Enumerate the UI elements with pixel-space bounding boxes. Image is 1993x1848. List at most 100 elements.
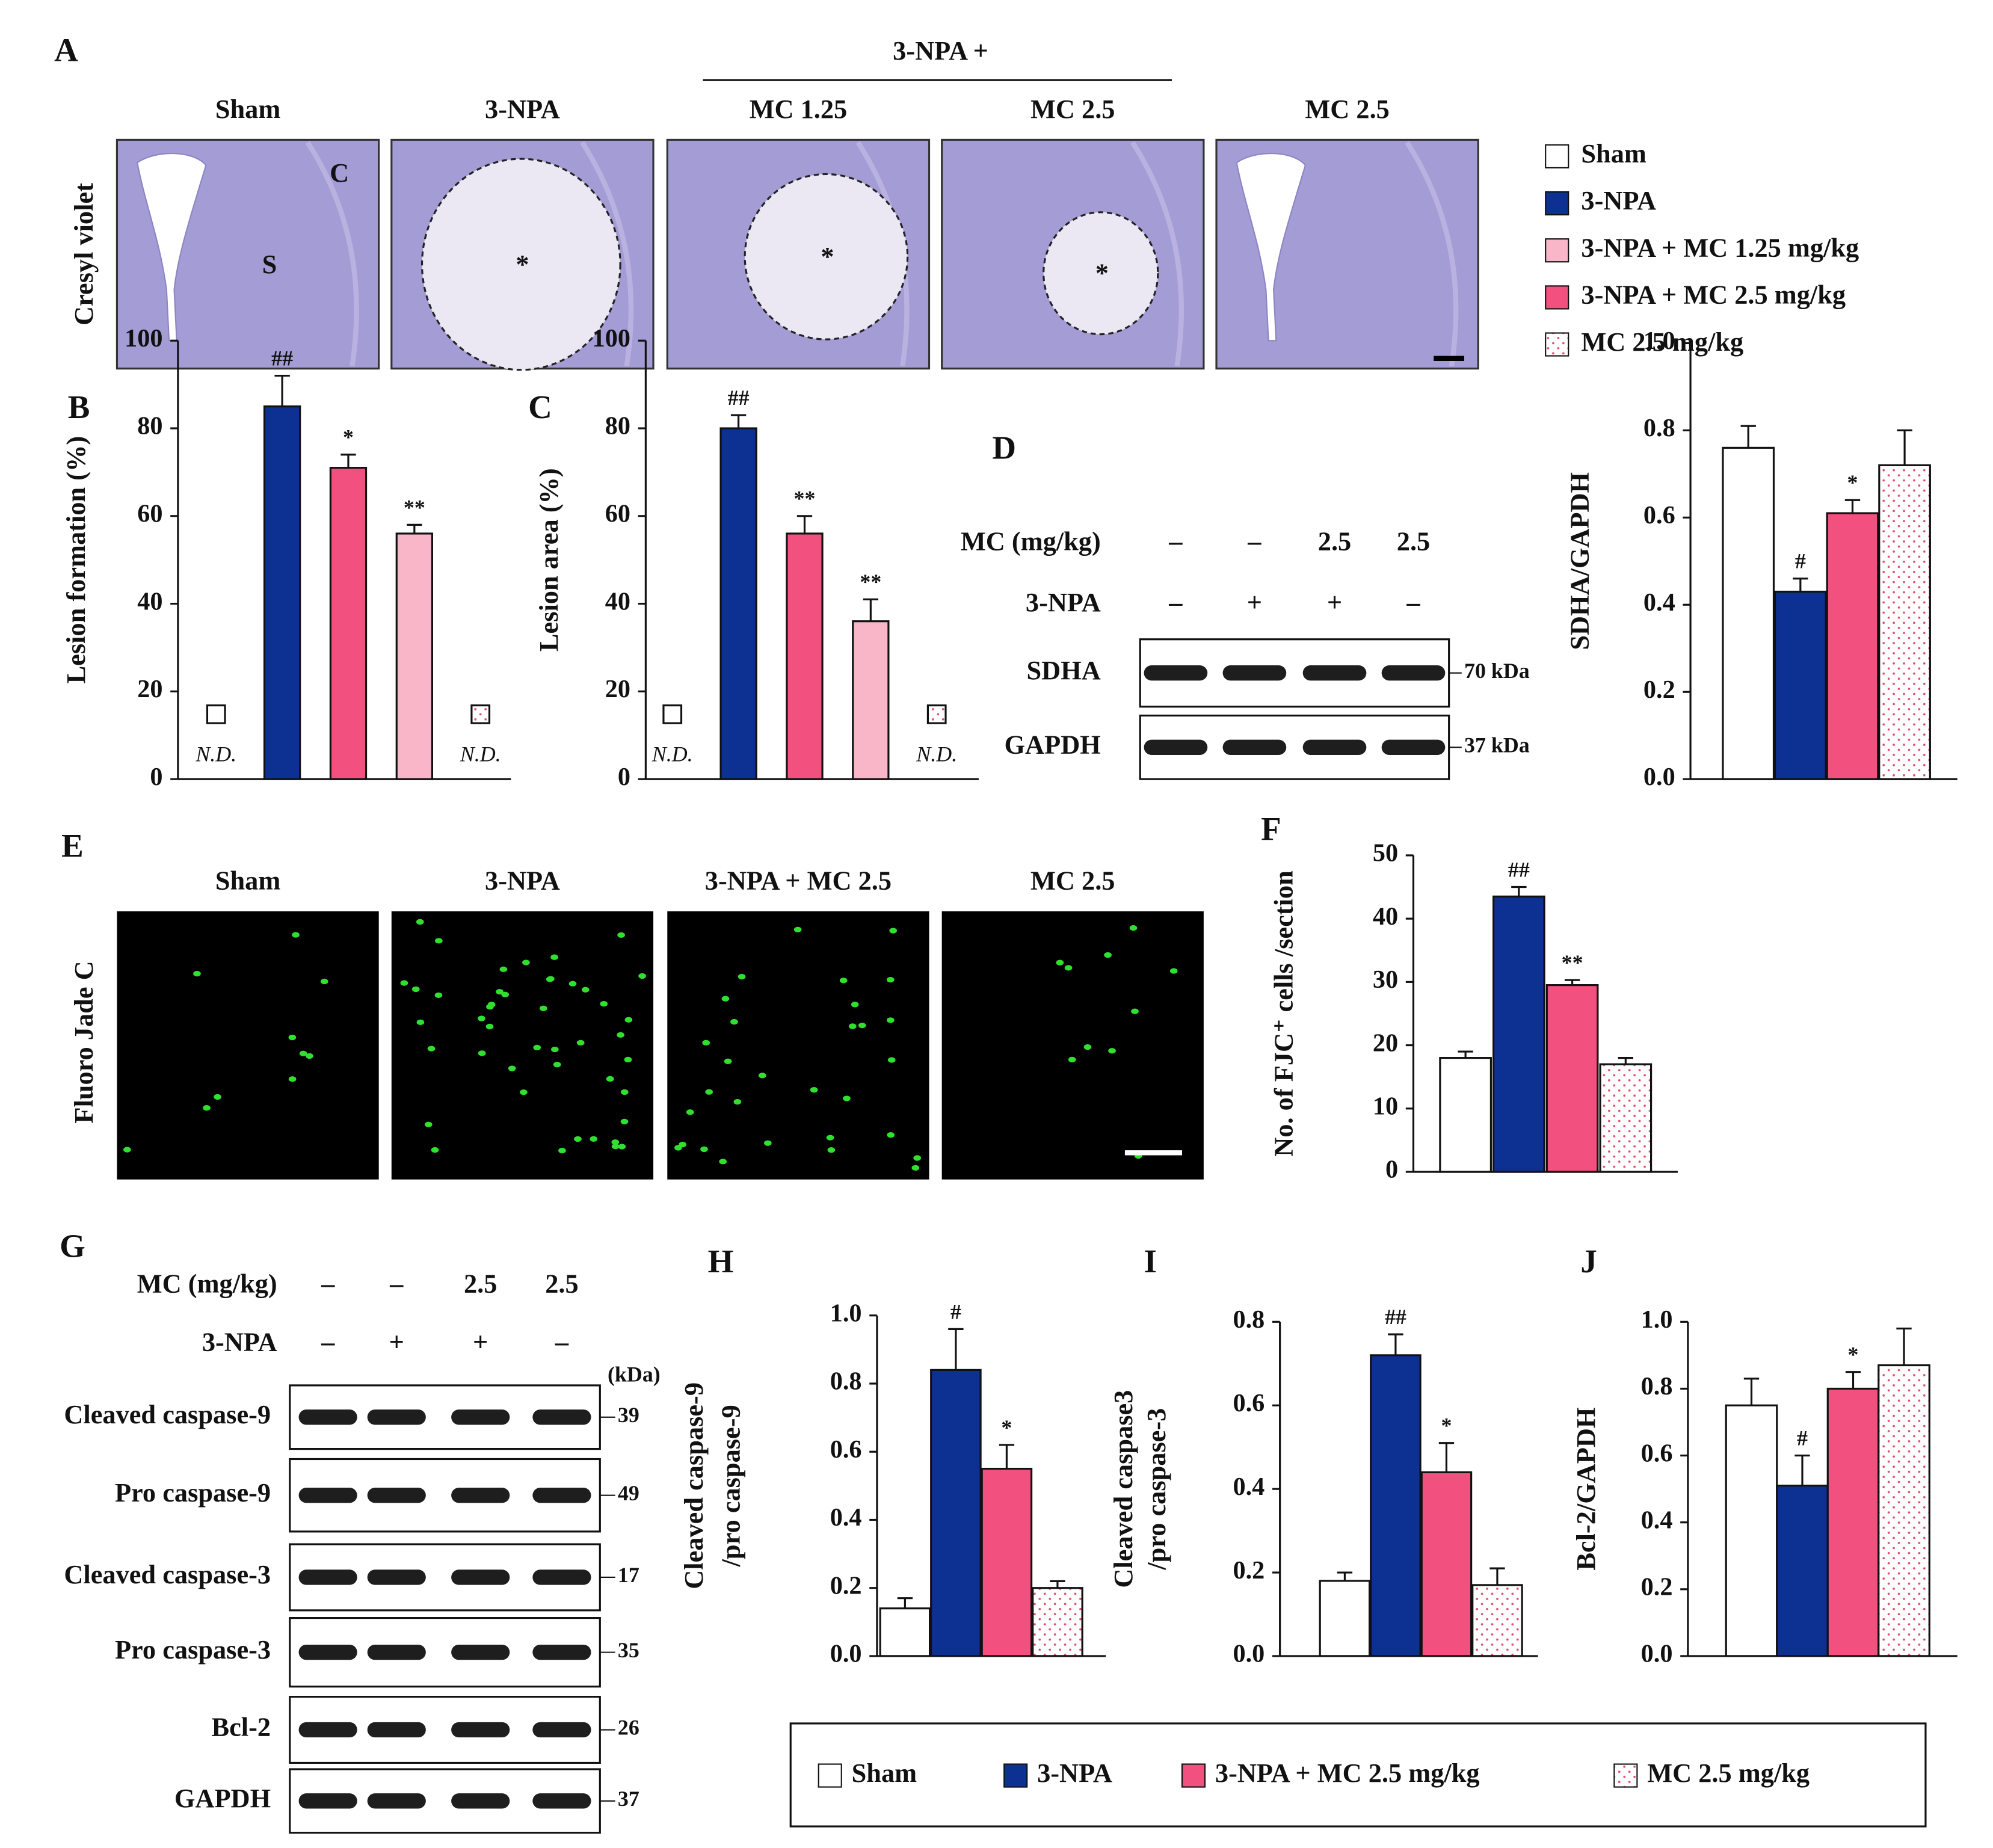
size-label: 26 xyxy=(618,1716,639,1740)
cell xyxy=(427,1046,436,1052)
cell xyxy=(478,1015,485,1021)
bar xyxy=(1774,590,1827,780)
panel-letter: G xyxy=(60,1227,85,1264)
error-bar xyxy=(1794,1454,1810,1486)
cell xyxy=(1108,1048,1116,1054)
y-tick-label: 100 xyxy=(593,324,630,353)
y-tick-label: 0.2 xyxy=(1233,1556,1264,1585)
treatment-label: 3-NPA xyxy=(202,1327,277,1357)
nd-marker xyxy=(662,704,683,724)
legend-swatch xyxy=(1003,1763,1028,1788)
lesion xyxy=(1043,211,1159,336)
bar xyxy=(263,405,301,780)
significance: ** xyxy=(794,487,816,511)
significance: * xyxy=(1441,1414,1452,1438)
cell xyxy=(611,1139,620,1145)
bar xyxy=(1032,1587,1083,1657)
tissue-arc xyxy=(580,141,634,367)
legend-swatch xyxy=(1545,238,1569,263)
cell xyxy=(617,932,625,938)
cell xyxy=(558,1147,566,1154)
significance: * xyxy=(1848,1343,1859,1367)
legend-swatch xyxy=(1545,144,1569,168)
cell xyxy=(887,1132,895,1138)
bar xyxy=(879,1607,931,1657)
cell xyxy=(123,1147,131,1153)
y-axis-label: Cleaved caspase-9 xyxy=(679,1382,709,1589)
error-bar xyxy=(1618,1057,1634,1065)
cell xyxy=(1064,965,1073,971)
micrograph xyxy=(941,911,1204,1180)
y-tick-label: 0.4 xyxy=(1643,588,1675,617)
legend-label: 3-NPA xyxy=(1581,185,1656,215)
size-label: 70 kDa xyxy=(1464,659,1530,683)
cell xyxy=(486,1003,494,1010)
band xyxy=(532,1722,591,1738)
band xyxy=(1302,665,1367,681)
group-label: 3-NPA + xyxy=(893,35,988,66)
cell xyxy=(827,1147,836,1153)
bar xyxy=(1722,446,1775,780)
y-tick-label: 20 xyxy=(605,675,630,703)
error-bar xyxy=(1050,1580,1065,1588)
cell xyxy=(1056,959,1064,966)
bar xyxy=(1599,1063,1653,1173)
bar xyxy=(1826,512,1879,780)
cell xyxy=(546,976,555,982)
cell xyxy=(738,973,746,980)
bar xyxy=(1776,1484,1829,1657)
y-tick-label: 40 xyxy=(605,587,630,615)
y-tick-label: 0.0 xyxy=(1641,1640,1673,1668)
cell xyxy=(299,1050,307,1056)
cell xyxy=(539,1005,547,1011)
nd-marker xyxy=(926,704,947,724)
y-tick-label: 80 xyxy=(605,412,630,440)
significance: ** xyxy=(404,495,425,519)
error-bar xyxy=(1337,1571,1353,1581)
bar xyxy=(1725,1404,1778,1657)
legend-swatch xyxy=(1545,285,1569,310)
cell xyxy=(700,1146,708,1153)
bar xyxy=(786,532,824,780)
bar xyxy=(1878,464,1931,780)
y-tick-label: 0.8 xyxy=(830,1367,862,1396)
treatment-value: – xyxy=(1247,526,1261,556)
significance: ## xyxy=(1385,1305,1406,1329)
size-label: 49 xyxy=(618,1481,639,1505)
y-tick-label: 0 xyxy=(1385,1156,1398,1184)
band-label: Cleaved caspase-9 xyxy=(64,1399,271,1429)
legend-label: MC 2.5 mg/kg xyxy=(1581,327,1743,357)
band xyxy=(451,1644,510,1660)
band-label: Pro caspase-9 xyxy=(115,1477,271,1508)
legend-swatch xyxy=(1545,191,1569,216)
cell xyxy=(1104,952,1112,958)
band xyxy=(532,1409,591,1425)
ventricle xyxy=(137,153,207,342)
significance: * xyxy=(1847,470,1858,494)
panel-letter: F xyxy=(1261,810,1281,847)
y-tick-label: 0.8 xyxy=(1641,1372,1673,1400)
cell xyxy=(638,973,646,979)
cell xyxy=(887,1057,896,1063)
lesion-mark: * xyxy=(821,241,834,271)
y-tick-label: 0 xyxy=(618,763,630,791)
cell xyxy=(411,986,420,993)
band xyxy=(367,1409,426,1425)
cell xyxy=(522,959,530,966)
cell xyxy=(306,1053,313,1059)
band xyxy=(1381,665,1446,681)
legend-label: 3-NPA xyxy=(1037,1758,1112,1788)
y-tick-label: 0.6 xyxy=(1643,501,1675,529)
band xyxy=(367,1793,426,1809)
panel-letter: H xyxy=(708,1243,734,1280)
cell xyxy=(793,926,802,932)
y-tick-label: 0.6 xyxy=(1641,1439,1673,1467)
legend-box xyxy=(789,1722,1927,1828)
size-label: 39 xyxy=(618,1403,639,1427)
band-label: GAPDH xyxy=(1005,730,1101,760)
lesion xyxy=(420,158,621,371)
significance: ## xyxy=(271,346,293,370)
legend-label: 3-NPA + MC 1.25 mg/kg xyxy=(1581,232,1859,262)
legend-label: MC 2.5 mg/kg xyxy=(1647,1758,1810,1788)
